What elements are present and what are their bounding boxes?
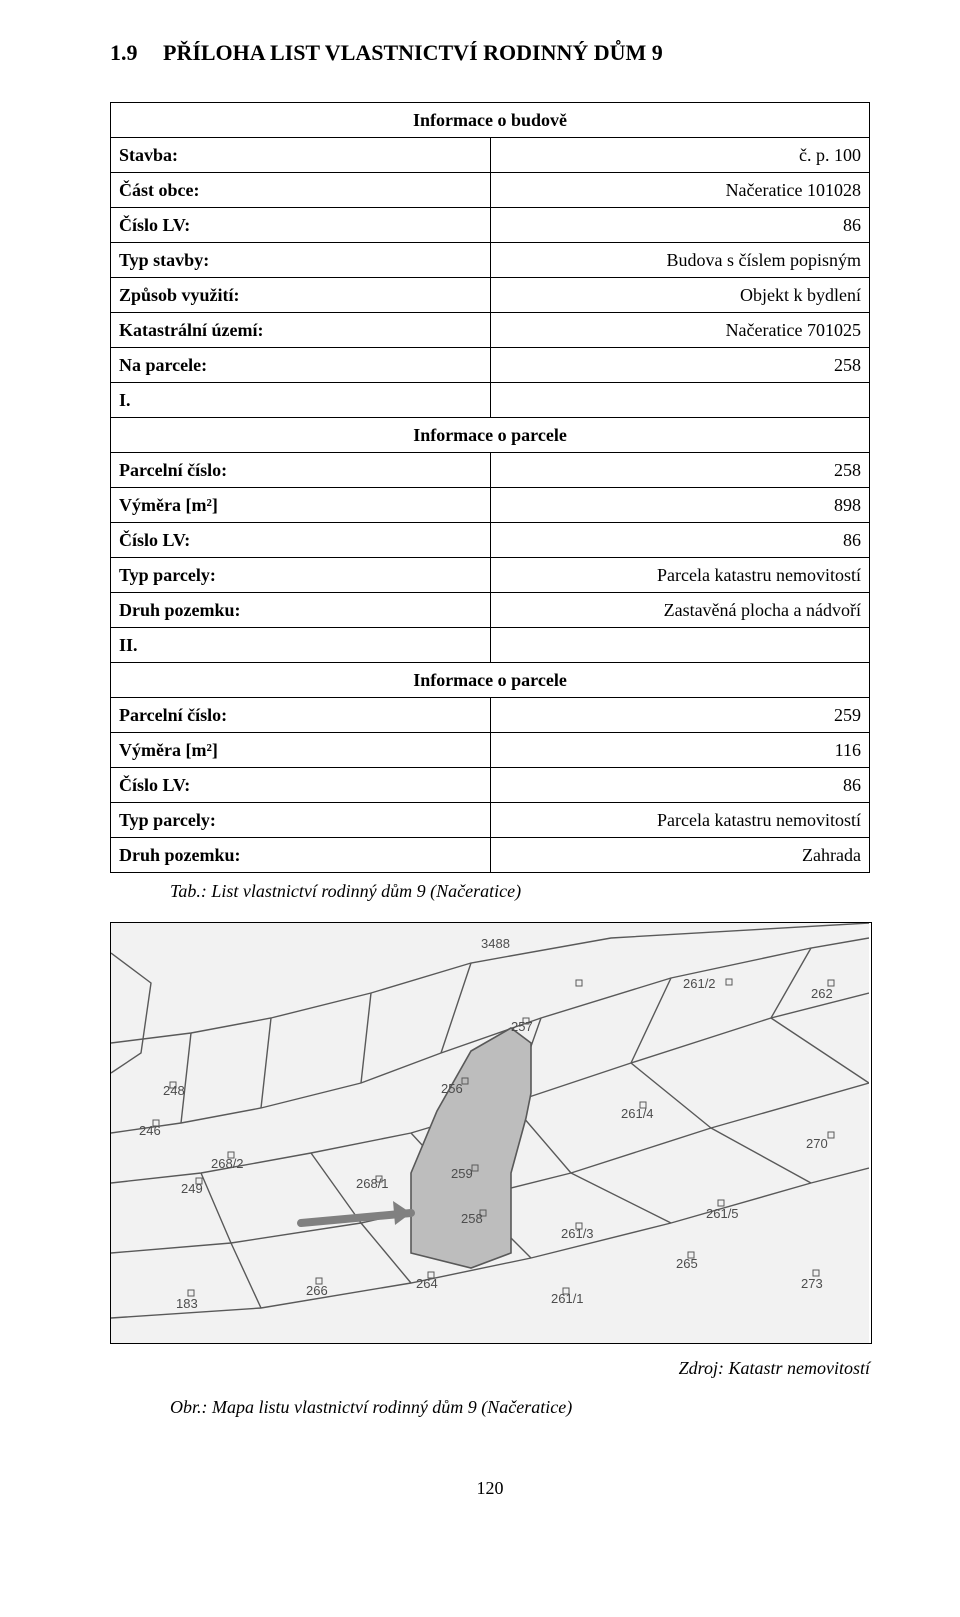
label-cell: Druh pozemku:	[111, 838, 491, 873]
svg-text:183: 183	[176, 1296, 198, 1311]
heading-number: 1.9	[110, 40, 138, 65]
svg-text:257: 257	[511, 1019, 533, 1034]
value-cell: 86	[490, 768, 870, 803]
label-cell: Výměra [m²]	[111, 733, 491, 768]
svg-text:261/1: 261/1	[551, 1291, 584, 1306]
label-cell: Číslo LV:	[111, 208, 491, 243]
table-row: Informace o budově	[111, 103, 870, 138]
value-cell: 116	[490, 733, 870, 768]
value-cell: Budova s číslem popisným	[490, 243, 870, 278]
svg-text:248: 248	[163, 1083, 185, 1098]
table-caption: Tab.: List vlastnictví rodinný dům 9 (Na…	[170, 881, 870, 902]
table-row: Informace o parcele	[111, 418, 870, 453]
table-row: Typ parcely:Parcela katastru nemovitostí	[111, 558, 870, 593]
cadastral-map: 3488 261/2 262 257 256 261/4 268/2 249 268/1 259 2…	[110, 922, 872, 1344]
svg-text:265: 265	[676, 1256, 698, 1271]
label-cell: Typ parcely:	[111, 803, 491, 838]
empty-cell	[490, 383, 870, 418]
table-row: Číslo LV:86	[111, 768, 870, 803]
svg-text:264: 264	[416, 1276, 438, 1291]
value-cell: Zastavěná plocha a nádvoří	[490, 593, 870, 628]
roman-cell: I.	[111, 383, 491, 418]
svg-text:256: 256	[441, 1081, 463, 1096]
label-cell: Parcelní číslo:	[111, 698, 491, 733]
heading-title: PŘÍLOHA LIST VLASTNICTVÍ RODINNÝ DŮM 9	[163, 40, 663, 65]
section-header: Informace o budově	[111, 103, 870, 138]
table-row: Informace o parcele	[111, 663, 870, 698]
label-cell: Způsob využití:	[111, 278, 491, 313]
value-cell: Zahrada	[490, 838, 870, 873]
label-cell: Typ parcely:	[111, 558, 491, 593]
label-cell: Katastrální území:	[111, 313, 491, 348]
table-row: Číslo LV:86	[111, 523, 870, 558]
value-cell: 898	[490, 488, 870, 523]
property-table-body: Informace o budověStavba:č. p. 100Část o…	[111, 103, 870, 873]
table-row: Parcelní číslo:259	[111, 698, 870, 733]
table-row: Druh pozemku:Zastavěná plocha a nádvoří	[111, 593, 870, 628]
map-caption: Obr.: Mapa listu vlastnictví rodinný dům…	[170, 1397, 870, 1418]
value-cell: Parcela katastru nemovitostí	[490, 558, 870, 593]
table-row: Výměra [m²]116	[111, 733, 870, 768]
table-row: Výměra [m²]898	[111, 488, 870, 523]
label-cell: Číslo LV:	[111, 523, 491, 558]
table-row: Typ parcely:Parcela katastru nemovitostí	[111, 803, 870, 838]
svg-text:262: 262	[811, 986, 833, 1001]
table-row: Na parcele:258	[111, 348, 870, 383]
label-cell: Typ stavby:	[111, 243, 491, 278]
label-cell: Druh pozemku:	[111, 593, 491, 628]
svg-text:268/2: 268/2	[211, 1156, 244, 1171]
table-row: Způsob využití:Objekt k bydlení	[111, 278, 870, 313]
property-table: Informace o budověStavba:č. p. 100Část o…	[110, 102, 870, 873]
svg-text:270: 270	[806, 1136, 828, 1151]
section-header: Informace o parcele	[111, 418, 870, 453]
table-row: Část obce:Načeratice 101028	[111, 173, 870, 208]
value-cell: č. p. 100	[490, 138, 870, 173]
section-header: Informace o parcele	[111, 663, 870, 698]
svg-text:246: 246	[139, 1123, 161, 1138]
value-cell: 259	[490, 698, 870, 733]
svg-text:273: 273	[801, 1276, 823, 1291]
table-row: Stavba:č. p. 100	[111, 138, 870, 173]
value-cell: 258	[490, 348, 870, 383]
label-cell: Číslo LV:	[111, 768, 491, 803]
page-number: 120	[110, 1478, 870, 1499]
value-cell: Parcela katastru nemovitostí	[490, 803, 870, 838]
table-row: Typ stavby:Budova s číslem popisným	[111, 243, 870, 278]
value-cell: 86	[490, 523, 870, 558]
svg-text:3488: 3488	[481, 936, 510, 951]
svg-text:261/4: 261/4	[621, 1106, 654, 1121]
map-source: Zdroj: Katastr nemovitostí	[679, 1358, 870, 1379]
table-row: II.	[111, 628, 870, 663]
label-cell: Část obce:	[111, 173, 491, 208]
label-cell: Výměra [m²]	[111, 488, 491, 523]
svg-text:259: 259	[451, 1166, 473, 1181]
svg-text:261/2: 261/2	[683, 976, 716, 991]
value-cell: Načeratice 701025	[490, 313, 870, 348]
svg-text:249: 249	[181, 1181, 203, 1196]
table-row: Druh pozemku:Zahrada	[111, 838, 870, 873]
svg-text:258: 258	[461, 1211, 483, 1226]
empty-cell	[490, 628, 870, 663]
label-cell: Na parcele:	[111, 348, 491, 383]
svg-text:261/5: 261/5	[706, 1206, 739, 1221]
page: 1.9 PŘÍLOHA LIST VLASTNICTVÍ RODINNÝ DŮM…	[0, 0, 960, 1617]
table-row: Katastrální území:Načeratice 701025	[111, 313, 870, 348]
table-row: Parcelní číslo:258	[111, 453, 870, 488]
svg-text:268/1: 268/1	[356, 1176, 389, 1191]
value-cell: Objekt k bydlení	[490, 278, 870, 313]
section-heading: 1.9 PŘÍLOHA LIST VLASTNICTVÍ RODINNÝ DŮM…	[110, 40, 870, 66]
value-cell: 86	[490, 208, 870, 243]
label-cell: Stavba:	[111, 138, 491, 173]
value-cell: 258	[490, 453, 870, 488]
map-source-row: Zdroj: Katastr nemovitostí	[110, 1358, 870, 1379]
value-cell: Načeratice 101028	[490, 173, 870, 208]
cadastral-map-svg: 3488 261/2 262 257 256 261/4 268/2 249 268/1 259 2…	[111, 923, 869, 1343]
label-cell: Parcelní číslo:	[111, 453, 491, 488]
roman-cell: II.	[111, 628, 491, 663]
table-row: I.	[111, 383, 870, 418]
svg-text:266: 266	[306, 1283, 328, 1298]
table-row: Číslo LV:86	[111, 208, 870, 243]
svg-text:261/3: 261/3	[561, 1226, 594, 1241]
